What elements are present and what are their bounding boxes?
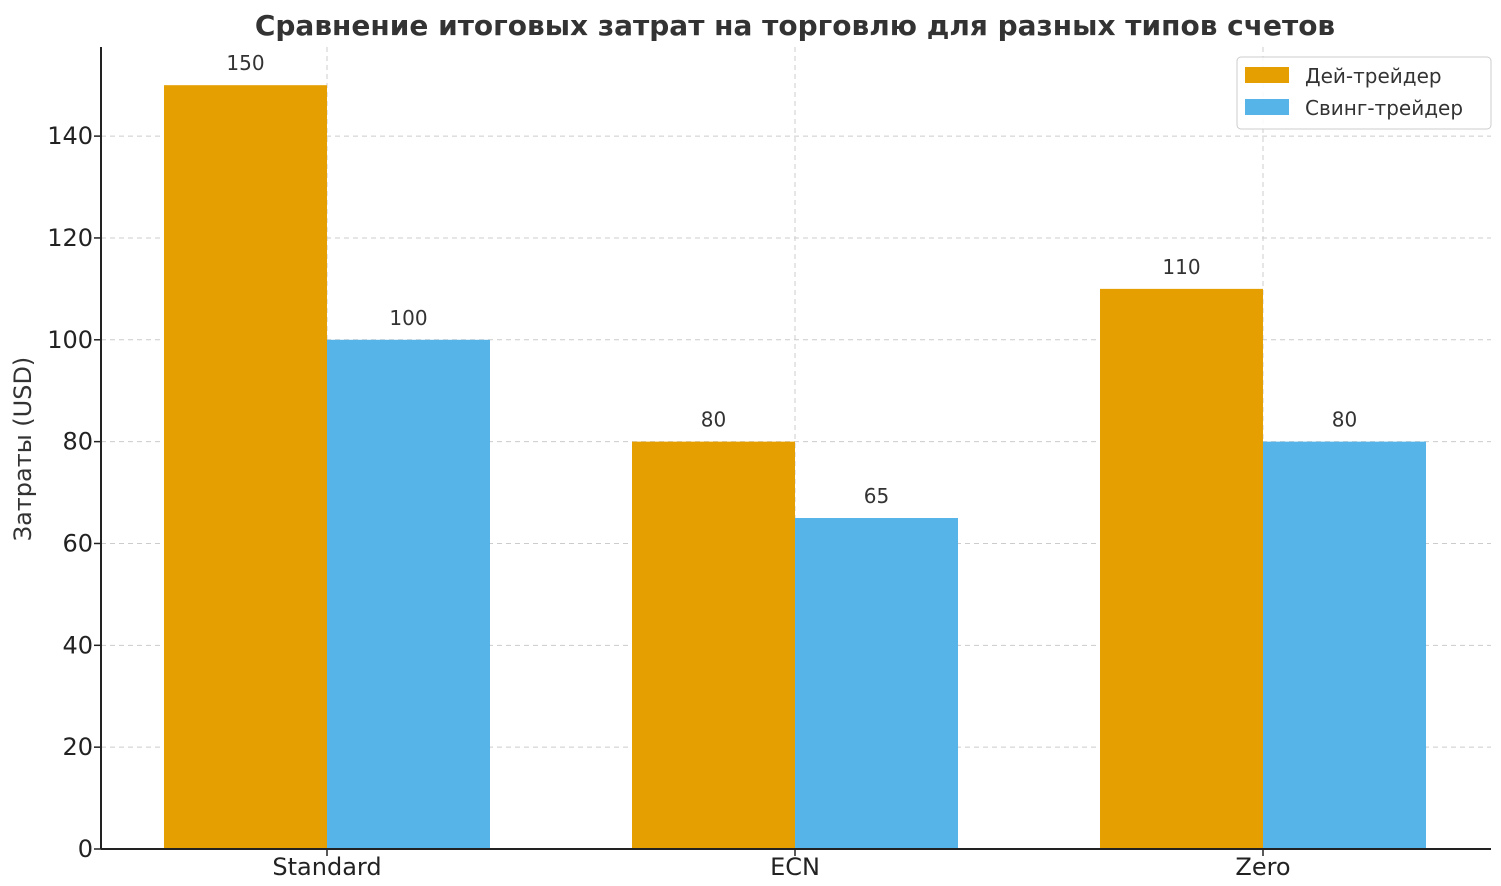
y-tick-label: 120: [47, 224, 93, 252]
bars: [164, 85, 1426, 849]
bar: [632, 441, 795, 849]
y-tick-label: 140: [47, 122, 93, 150]
bar: [164, 85, 327, 849]
data-label: 100: [389, 306, 427, 330]
y-tick-label: 100: [47, 326, 93, 354]
y-tick-label: 80: [62, 428, 93, 456]
x-tick-label: Standard: [272, 853, 381, 881]
data-label: 110: [1162, 255, 1200, 279]
bar: [1263, 441, 1426, 849]
bar: [327, 339, 490, 849]
legend-swatch: [1245, 99, 1289, 115]
tick-labels: 0 20 40 60 80 100 120 140 Standard ECN Zero: [47, 122, 1290, 881]
legend-label: Свинг-трейдер: [1305, 96, 1463, 120]
y-tick-label: 0: [78, 835, 93, 863]
legend-label: Дей-трейдер: [1305, 64, 1442, 88]
bar: [1100, 288, 1263, 849]
data-label: 65: [864, 484, 889, 508]
chart-title: Сравнение итоговых затрат на торговлю дл…: [255, 9, 1335, 42]
data-label: 80: [1332, 408, 1357, 432]
data-label: 80: [701, 408, 726, 432]
bar: [795, 518, 958, 849]
legend-box: [1236, 56, 1492, 130]
x-tick-label: ECN: [770, 853, 820, 881]
y-tick-label: 20: [62, 733, 93, 761]
y-axis-label: Затраты (USD): [9, 357, 37, 542]
legend-swatch: [1245, 67, 1289, 83]
y-tick-label: 60: [62, 529, 93, 557]
data-label: 150: [226, 51, 264, 75]
legend: Дей-трейдер Свинг-трейдер: [1236, 56, 1492, 130]
data-labels: 150 80 110 100 65 80: [226, 51, 1357, 508]
y-tick-label: 40: [62, 631, 93, 659]
x-tick-label: Zero: [1235, 853, 1290, 881]
axes: [100, 47, 1491, 850]
